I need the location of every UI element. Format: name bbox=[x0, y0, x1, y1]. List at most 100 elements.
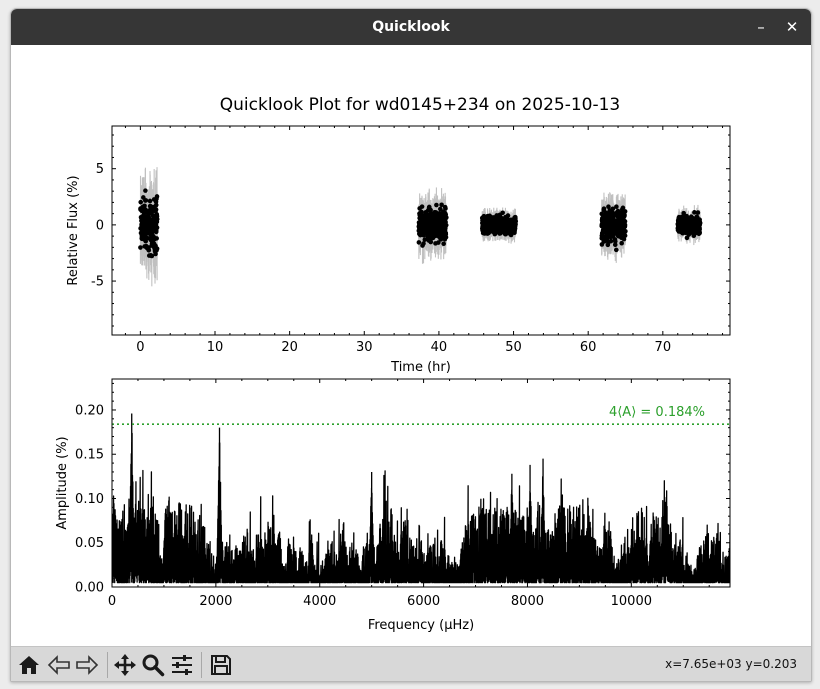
pan-arrows-icon bbox=[114, 654, 136, 676]
data-point bbox=[604, 227, 610, 233]
data-point bbox=[432, 233, 437, 238]
data-point bbox=[687, 220, 693, 226]
y-tick-label: 0.15 bbox=[75, 448, 104, 463]
data-point bbox=[485, 231, 490, 236]
data-point bbox=[421, 225, 426, 231]
save-button[interactable] bbox=[207, 651, 235, 679]
data-point bbox=[416, 240, 422, 245]
data-point bbox=[503, 224, 509, 229]
data-point bbox=[684, 235, 690, 241]
x-axis-label: Frequency (μHz) bbox=[368, 618, 474, 633]
window-title: Quicklook bbox=[372, 19, 450, 35]
periodogram-series bbox=[112, 413, 730, 584]
data-point bbox=[677, 221, 682, 226]
configure-subplots-button[interactable] bbox=[168, 651, 196, 679]
x-tick-label: 60 bbox=[580, 340, 597, 355]
data-point bbox=[614, 204, 619, 210]
data-point bbox=[690, 229, 695, 234]
data-point bbox=[140, 226, 146, 232]
zoom-button[interactable] bbox=[139, 651, 167, 679]
data-point bbox=[432, 219, 438, 225]
data-point bbox=[433, 241, 438, 246]
data-point bbox=[419, 204, 425, 209]
forward-button[interactable] bbox=[73, 651, 101, 679]
data-point bbox=[152, 242, 157, 248]
data-point bbox=[417, 230, 423, 235]
data-point bbox=[143, 198, 149, 203]
data-point bbox=[599, 211, 605, 217]
data-point bbox=[601, 206, 607, 211]
close-button[interactable]: ✕ bbox=[785, 18, 799, 36]
periodogram-plot[interactable]: 4⟨A⟩ = 0.184% 0 2000 4000 6000 8000 10000 0.00 0… bbox=[55, 378, 731, 633]
x-tick-label: 10000 bbox=[611, 594, 652, 609]
data-point bbox=[149, 230, 155, 236]
data-point bbox=[152, 221, 157, 226]
lightcurve-points bbox=[138, 167, 703, 287]
y-tick-label: 0 bbox=[96, 218, 104, 233]
data-point bbox=[683, 216, 689, 222]
data-point bbox=[614, 225, 619, 230]
data-point bbox=[693, 217, 698, 223]
x-tick-label: 70 bbox=[655, 340, 672, 355]
data-point bbox=[145, 210, 151, 216]
data-point bbox=[143, 188, 148, 193]
home-button[interactable] bbox=[15, 651, 43, 679]
data-point bbox=[620, 205, 626, 211]
data-point bbox=[613, 247, 619, 253]
x-tick-label: 8000 bbox=[511, 594, 544, 609]
data-point bbox=[612, 237, 618, 242]
data-point bbox=[489, 215, 494, 220]
data-point bbox=[425, 223, 431, 228]
data-point bbox=[606, 204, 611, 210]
y-tick-label: 5 bbox=[96, 162, 104, 177]
x-tick-label: 50 bbox=[505, 340, 522, 355]
forward-arrow-icon bbox=[76, 655, 99, 675]
data-point bbox=[499, 228, 504, 234]
data-point bbox=[438, 236, 443, 241]
data-point bbox=[684, 227, 689, 233]
back-arrow-icon bbox=[47, 655, 70, 675]
data-point bbox=[138, 230, 144, 236]
data-point bbox=[148, 223, 154, 229]
pan-button[interactable] bbox=[111, 651, 139, 679]
plot2-frame bbox=[111, 378, 731, 588]
data-point bbox=[607, 220, 613, 226]
data-point bbox=[492, 222, 498, 227]
data-point bbox=[442, 204, 448, 210]
minimize-button[interactable]: – bbox=[757, 18, 765, 36]
data-point bbox=[511, 217, 516, 222]
data-point bbox=[434, 228, 440, 234]
data-point bbox=[428, 236, 434, 241]
data-point bbox=[421, 241, 426, 246]
data-point bbox=[602, 234, 608, 240]
data-point bbox=[144, 230, 150, 236]
data-point bbox=[618, 233, 623, 239]
figure-svg[interactable]: Quicklook Plot for wd0145+234 on 2025-10… bbox=[11, 45, 811, 646]
zoom-magnifier-icon bbox=[142, 654, 165, 677]
data-point bbox=[422, 237, 428, 242]
back-button[interactable] bbox=[45, 651, 73, 679]
data-point bbox=[154, 196, 159, 202]
data-point bbox=[608, 238, 614, 244]
figure-canvas[interactable]: Quicklook Plot for wd0145+234 on 2025-10… bbox=[11, 45, 811, 646]
data-point bbox=[152, 236, 157, 242]
lightcurve-plot[interactable]: 0 10 20 30 40 50 60 70 -5 0 5 Time (hr) Relative Flu… bbox=[66, 125, 731, 375]
data-point bbox=[610, 206, 616, 212]
data-point bbox=[612, 221, 618, 227]
data-point bbox=[149, 253, 155, 259]
data-point bbox=[681, 210, 686, 216]
data-point bbox=[438, 206, 443, 212]
data-point bbox=[619, 240, 624, 246]
data-point bbox=[695, 210, 701, 215]
data-point bbox=[601, 221, 607, 227]
title-bar: Quicklook – ✕ bbox=[11, 9, 811, 45]
data-point bbox=[611, 217, 617, 223]
data-point bbox=[508, 232, 514, 238]
data-point bbox=[143, 235, 149, 240]
x-tick-label: 6000 bbox=[407, 594, 440, 609]
data-point bbox=[433, 210, 439, 215]
x-tick-label: 0 bbox=[108, 594, 116, 609]
data-point bbox=[439, 202, 444, 208]
x-tick-label: 0 bbox=[136, 340, 144, 355]
data-point bbox=[147, 198, 153, 204]
